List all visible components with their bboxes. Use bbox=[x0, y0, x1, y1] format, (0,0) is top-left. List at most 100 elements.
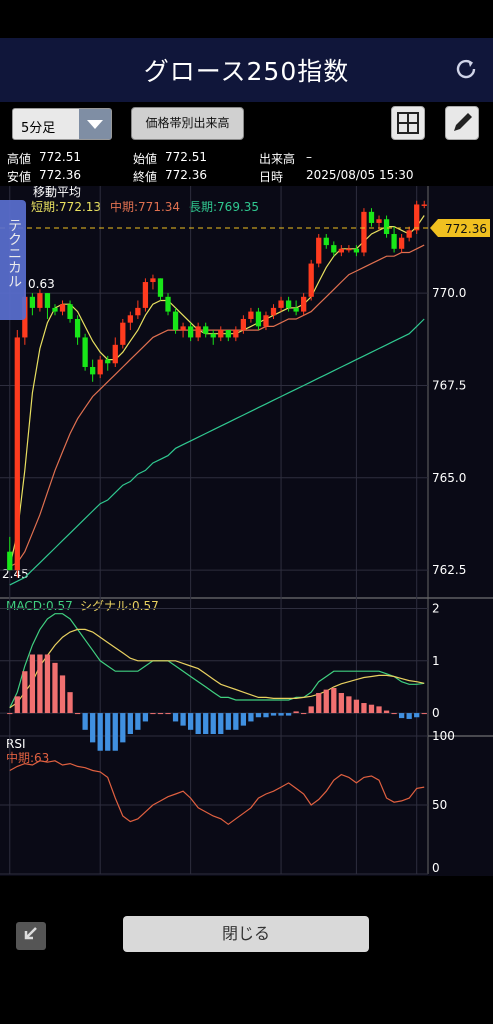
low-value: 772.36 bbox=[39, 168, 81, 182]
candle-body bbox=[67, 304, 73, 319]
candle-body bbox=[74, 318, 81, 338]
macd-histogram-bar bbox=[22, 671, 28, 714]
candle-body bbox=[391, 234, 397, 249]
candle-body bbox=[293, 307, 299, 312]
macd-histogram-bar bbox=[255, 713, 262, 718]
candle-body bbox=[331, 245, 337, 253]
volume-label: 出来高 bbox=[259, 152, 296, 166]
candle-body bbox=[421, 204, 427, 206]
mid-ma-line bbox=[9, 244, 425, 568]
rsi-mid-label: 中期:63 bbox=[6, 750, 49, 765]
chart-area[interactable]: 移動平均 短期:772.13 中期:771.34 長期:769.35 MACD:… bbox=[0, 185, 493, 895]
chart-svg[interactable]: 移動平均 短期:772.13 中期:771.34 長期:769.35 MACD:… bbox=[0, 185, 493, 895]
candle-body bbox=[338, 248, 344, 253]
candle-body bbox=[346, 248, 352, 251]
candle-body bbox=[157, 278, 164, 297]
macd-histogram-bar bbox=[14, 696, 20, 714]
candle-body bbox=[14, 337, 20, 571]
candle-body bbox=[37, 293, 43, 308]
candle-body bbox=[203, 326, 209, 334]
price-tick-label: 765.0 bbox=[432, 471, 466, 485]
candle-body bbox=[180, 326, 186, 331]
interval-select[interactable]: 5分足 bbox=[12, 108, 112, 140]
rsi-title: RSI bbox=[6, 737, 26, 751]
open-value: 772.51 bbox=[165, 150, 207, 164]
ma-short-label: 短期:772.13 bbox=[31, 200, 101, 214]
macd-histogram-bar bbox=[127, 713, 133, 734]
macd-histogram-bar bbox=[285, 713, 292, 716]
macd-histogram-bar bbox=[414, 713, 420, 718]
close-button[interactable]: 閉じる bbox=[123, 916, 369, 952]
macd-histogram-bar bbox=[29, 654, 36, 714]
pencil-icon bbox=[454, 113, 472, 131]
candle-body bbox=[414, 204, 420, 231]
macd-histogram-bar bbox=[376, 706, 382, 714]
candle-body bbox=[316, 237, 322, 264]
high-value: 772.51 bbox=[39, 150, 81, 164]
chevron-down-icon bbox=[79, 109, 111, 139]
candle-body bbox=[353, 248, 360, 253]
macd-histogram-bar bbox=[165, 713, 171, 715]
candle-body bbox=[285, 300, 292, 308]
macd-histogram-bar bbox=[105, 713, 111, 751]
candle-body bbox=[361, 211, 367, 253]
rsi-tick-label: 50 bbox=[432, 798, 447, 812]
macd-histogram-bar bbox=[52, 662, 58, 714]
candle-body bbox=[29, 296, 36, 308]
candle-body bbox=[308, 263, 314, 297]
interval-value: 5分足 bbox=[21, 121, 56, 136]
macd-histogram-bar bbox=[308, 706, 314, 714]
macd-histogram-bar bbox=[90, 713, 96, 743]
status-bar bbox=[0, 0, 493, 38]
macd-tick-label: 1 bbox=[432, 654, 440, 668]
macd-histogram-bar bbox=[368, 704, 375, 714]
back-icon[interactable] bbox=[12, 918, 48, 952]
macd-histogram-bar bbox=[421, 713, 427, 715]
page-title: グロース250指数 bbox=[143, 57, 350, 86]
close-value: 772.36 bbox=[165, 168, 207, 182]
candle-body bbox=[376, 219, 382, 223]
header-bar: グロース250指数 bbox=[0, 38, 493, 102]
macd-histogram-bar bbox=[338, 692, 344, 714]
macd-histogram-bar bbox=[406, 713, 412, 719]
candle-body bbox=[187, 326, 194, 338]
macd-histogram-bar bbox=[180, 713, 186, 726]
candle-body bbox=[368, 211, 375, 223]
macd-histogram-bar bbox=[172, 713, 179, 722]
price-tick-label: 770.0 bbox=[432, 286, 466, 300]
macd-histogram-bar bbox=[293, 711, 299, 714]
ma-mid-label: 中期:771.34 bbox=[110, 199, 180, 214]
macd-histogram-bar bbox=[67, 692, 73, 714]
macd-histogram-bar bbox=[82, 713, 88, 730]
macd-histogram-bar bbox=[218, 713, 224, 734]
rsi-tick-label: 0 bbox=[432, 861, 440, 875]
candle-body bbox=[263, 315, 269, 327]
layout-grid-button[interactable] bbox=[391, 106, 425, 140]
candle-body bbox=[59, 304, 66, 312]
high-marker-label: 0.63 bbox=[28, 277, 55, 291]
time-label: 日時 bbox=[259, 170, 284, 184]
draw-button[interactable] bbox=[445, 106, 479, 140]
candle-body bbox=[150, 278, 156, 283]
candle-body bbox=[127, 315, 133, 323]
macd-histogram-bar bbox=[383, 710, 390, 714]
candle-body bbox=[195, 326, 201, 338]
candle-body bbox=[165, 296, 171, 312]
technical-tab[interactable]: テクニカル bbox=[0, 200, 26, 320]
macd-histogram-bar bbox=[135, 713, 141, 730]
macd-histogram-bar bbox=[142, 713, 149, 722]
price-band-volume-button[interactable]: 価格帯別出来高 bbox=[131, 107, 244, 140]
macd-histogram-bar bbox=[120, 713, 126, 743]
candle-body bbox=[97, 359, 103, 375]
bottom-bar: 閉じる bbox=[0, 876, 493, 1024]
current-price-value: 772.36 bbox=[445, 222, 487, 236]
refresh-icon[interactable] bbox=[453, 56, 479, 82]
macd-histogram-bar bbox=[240, 713, 247, 726]
macd-label: MACD:0.57 bbox=[6, 599, 73, 613]
open-label: 始値 bbox=[133, 152, 158, 166]
low-label: 安値 bbox=[7, 170, 32, 184]
macd-histogram-bar bbox=[97, 713, 103, 751]
signal-line bbox=[9, 628, 425, 709]
technical-tab-label: テクニカル bbox=[6, 218, 22, 288]
macd-histogram-bar bbox=[150, 713, 156, 715]
